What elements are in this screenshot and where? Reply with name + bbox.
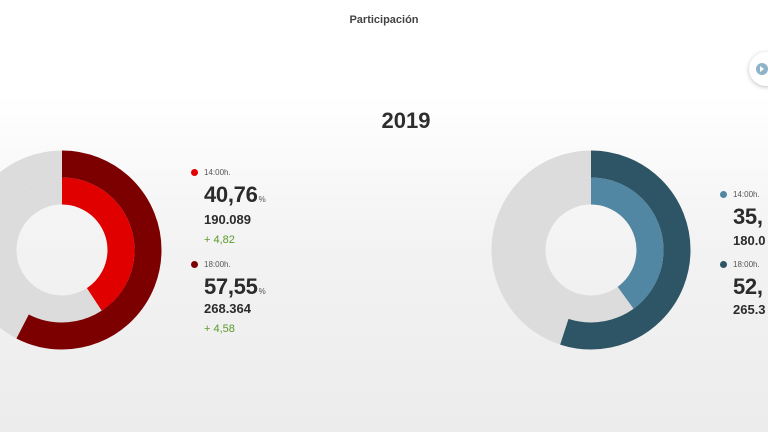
participation-14h-right: 35, (733, 204, 763, 229)
time-14h-right-text: 14:00h. (733, 190, 760, 199)
diff-14h: + 4,82 (204, 234, 235, 246)
time-18h-right-text: 18:00h. (733, 260, 760, 269)
participation-14h: 40,76% (204, 182, 266, 208)
ring-18h (0, 150, 162, 350)
time-label-18h-right: 18:00h. (720, 260, 760, 269)
votes-18h: 268.364 (204, 301, 251, 316)
bullet-14h-right (720, 191, 727, 198)
participation-18h: 57,55% (204, 274, 266, 300)
donut-chart-right (491, 150, 691, 350)
legend-right: 14:00h. 35, 180.0 18:00h. 52, 265.3 (720, 190, 768, 330)
next-button[interactable] (749, 52, 768, 86)
votes-14h: 190.089 (204, 212, 251, 227)
ring-14h (0, 177, 135, 323)
time-label-14h-right: 14:00h. (720, 190, 760, 199)
bullet-14h (191, 169, 198, 176)
percent-unit: % (258, 287, 266, 296)
chevron-right-icon (756, 63, 768, 75)
bullet-18h (191, 261, 198, 268)
page-title: Participación (349, 14, 419, 26)
time-label-18h: 18:00h. (191, 260, 231, 269)
ring-18h (491, 150, 691, 350)
donut-chart-left (0, 150, 162, 350)
votes-18h-right: 265.3 (733, 302, 766, 317)
participation-14h-value: 40,76 (204, 182, 258, 207)
votes-14h-right: 180.0 (733, 233, 766, 248)
time-18h-text: 18:00h. (204, 260, 231, 269)
time-label-14h: 14:00h. (191, 168, 231, 177)
year-heading: 2019 (381, 108, 431, 133)
participation-18h-value: 57,55 (204, 274, 258, 299)
legend-left: 14:00h. 40,76% 190.089 + 4,82 18:00h. 57… (191, 168, 301, 348)
ring-14h (518, 177, 664, 323)
time-14h-text: 14:00h. (204, 168, 231, 177)
participation-18h-right: 52, (733, 274, 763, 299)
bullet-18h-right (720, 261, 727, 268)
percent-unit: % (258, 195, 266, 204)
diff-18h: + 4,58 (204, 323, 235, 335)
